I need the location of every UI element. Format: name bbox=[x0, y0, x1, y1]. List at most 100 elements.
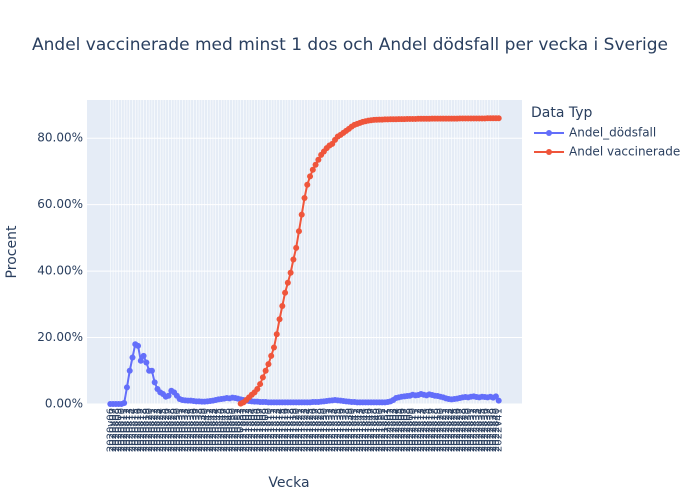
x-tick-label: 2022v29 bbox=[460, 408, 471, 452]
x-tick-label: 2021v01 bbox=[238, 408, 249, 452]
data-point bbox=[257, 381, 264, 388]
data-point bbox=[495, 115, 502, 122]
y-tick-label: 60.00% bbox=[37, 197, 83, 211]
data-point bbox=[298, 211, 305, 218]
x-tick-label: 2020v20 bbox=[144, 408, 155, 452]
x-tick-label: 2022v12 bbox=[413, 408, 424, 452]
x-tick-label: 2020v33 bbox=[180, 408, 191, 452]
x-tick-label: 2022v20 bbox=[435, 408, 446, 452]
x-tick-label: 2020v13 bbox=[125, 408, 136, 452]
x-tick-label: 2021v38 bbox=[341, 408, 352, 452]
data-point bbox=[121, 400, 128, 407]
x-tick-label: 2021v21 bbox=[294, 408, 305, 452]
x-tick-label: 2022v39 bbox=[488, 408, 499, 452]
x-tick-label: 2020v48 bbox=[222, 408, 233, 452]
data-point bbox=[301, 195, 308, 202]
x-tick-label: 2022v13 bbox=[416, 408, 427, 452]
legend-title: Data Typ bbox=[531, 105, 593, 121]
x-tick-label: 2020v38 bbox=[194, 408, 205, 452]
x-tick-label: 2021v22 bbox=[297, 408, 308, 452]
x-tick-label: 2020v36 bbox=[189, 408, 200, 452]
x-tick-label: 2022v37 bbox=[483, 408, 494, 452]
x-tick-label: 2021v30 bbox=[319, 408, 330, 452]
x-tick-label: 2022v15 bbox=[422, 408, 433, 452]
chart-title: Andel vaccinerade med minst 1 dos och An… bbox=[32, 35, 668, 55]
x-tick-label: 2021v16 bbox=[280, 408, 291, 452]
y-tick-label: 20.00% bbox=[37, 330, 83, 344]
x-tick-label: 2021v13 bbox=[272, 408, 283, 452]
x-tick-label: 2022v25 bbox=[449, 408, 460, 452]
x-tick-label: 2020v40 bbox=[200, 408, 211, 452]
data-point bbox=[276, 316, 283, 323]
x-tick-label: 2022v07 bbox=[399, 408, 410, 452]
x-tick-label: 2021v36 bbox=[336, 408, 347, 452]
x-tick-label: 2021v33 bbox=[327, 408, 338, 452]
x-tick-label: 2022v11 bbox=[410, 408, 421, 452]
x-tick-label: 2020v49 bbox=[225, 408, 236, 452]
data-point bbox=[284, 279, 291, 286]
x-tick-label: 2022v14 bbox=[419, 408, 430, 452]
data-point bbox=[273, 331, 280, 338]
x-tick-label: 2021v51 bbox=[377, 408, 388, 452]
data-point bbox=[295, 228, 302, 235]
x-tick-label: 2021v27 bbox=[311, 408, 322, 452]
x-tick-label: 2020v06 bbox=[105, 408, 116, 452]
legend-marker bbox=[546, 149, 552, 155]
x-tick-label: 2020v46 bbox=[216, 408, 227, 452]
data-point bbox=[290, 256, 297, 263]
x-tick-label: 2020v08 bbox=[111, 408, 122, 452]
x-tick-label: 2020v32 bbox=[177, 408, 188, 452]
x-tick-label: 2021v47 bbox=[366, 408, 377, 452]
x-tick-label: 2020v26 bbox=[161, 408, 172, 452]
x-tick-label: 2021v17 bbox=[283, 408, 294, 452]
x-tick-label: 2021v14 bbox=[275, 408, 286, 452]
data-point bbox=[135, 342, 142, 349]
x-tick-label: 2020v15 bbox=[130, 408, 141, 452]
x-tick-label: 2021v39 bbox=[344, 408, 355, 452]
x-tick-label: 2022v10 bbox=[408, 408, 419, 452]
x-tick-label: 2020v14 bbox=[127, 408, 138, 452]
x-tick-label: 2022v04 bbox=[391, 408, 402, 452]
x-tick-label: 2020v28 bbox=[166, 408, 177, 452]
x-tick-label: 2020v10 bbox=[116, 408, 127, 452]
x-tick-label: 2021v05 bbox=[250, 408, 261, 452]
x-tick-label: 2021v08 bbox=[258, 408, 269, 452]
x-tick-label: 2022v06 bbox=[397, 408, 408, 452]
x-tick-label: 2020v52 bbox=[233, 408, 244, 452]
x-tick-label: 2020v18 bbox=[139, 408, 150, 452]
x-tick-label: 2021v10 bbox=[263, 408, 274, 452]
x-tick-label: 2021v06 bbox=[252, 408, 263, 452]
x-tick-label: 2022v40 bbox=[491, 408, 502, 452]
x-tick-label: 2020v25 bbox=[158, 408, 169, 452]
x-tick-label: 2021v32 bbox=[324, 408, 335, 452]
x-tick-label: 2020v17 bbox=[136, 408, 147, 452]
x-tick-label: 2020v21 bbox=[147, 408, 158, 452]
x-tick-label: 2020v39 bbox=[197, 408, 208, 452]
x-tick-label: 2022v35 bbox=[477, 408, 488, 452]
data-point bbox=[254, 386, 261, 393]
x-tick-label: 2020v19 bbox=[141, 408, 152, 452]
x-tick-label: 2022v01 bbox=[383, 408, 394, 452]
x-tick-label: 2022v19 bbox=[433, 408, 444, 452]
x-tick-label: 2021v07 bbox=[255, 408, 266, 452]
x-tick-label: 2021v45 bbox=[361, 408, 372, 452]
x-tick-label: 2020v16 bbox=[133, 408, 144, 452]
data-point bbox=[268, 352, 275, 359]
x-tick-label: 2022v16 bbox=[424, 408, 435, 452]
data-point bbox=[307, 173, 314, 180]
y-tick-label: 80.00% bbox=[37, 131, 83, 145]
x-tick-label: 2021v35 bbox=[333, 408, 344, 452]
data-point bbox=[495, 397, 502, 404]
data-point bbox=[137, 357, 144, 364]
x-tick-label: 2020v12 bbox=[122, 408, 133, 452]
x-tick-label: 2020v41 bbox=[202, 408, 213, 452]
x-tick-label: 2022v02 bbox=[386, 408, 397, 452]
data-point bbox=[262, 367, 269, 374]
x-tick-label: 2020v53 bbox=[236, 408, 247, 452]
x-tick-label: 2020v30 bbox=[172, 408, 183, 452]
x-tick-label: 2020v29 bbox=[169, 408, 180, 452]
x-tick-label: 2020v22 bbox=[150, 408, 161, 452]
x-tick-label: 2020v23 bbox=[152, 408, 163, 452]
x-tick-label: 2022v17 bbox=[427, 408, 438, 452]
x-tick-label: 2022v27 bbox=[455, 408, 466, 452]
